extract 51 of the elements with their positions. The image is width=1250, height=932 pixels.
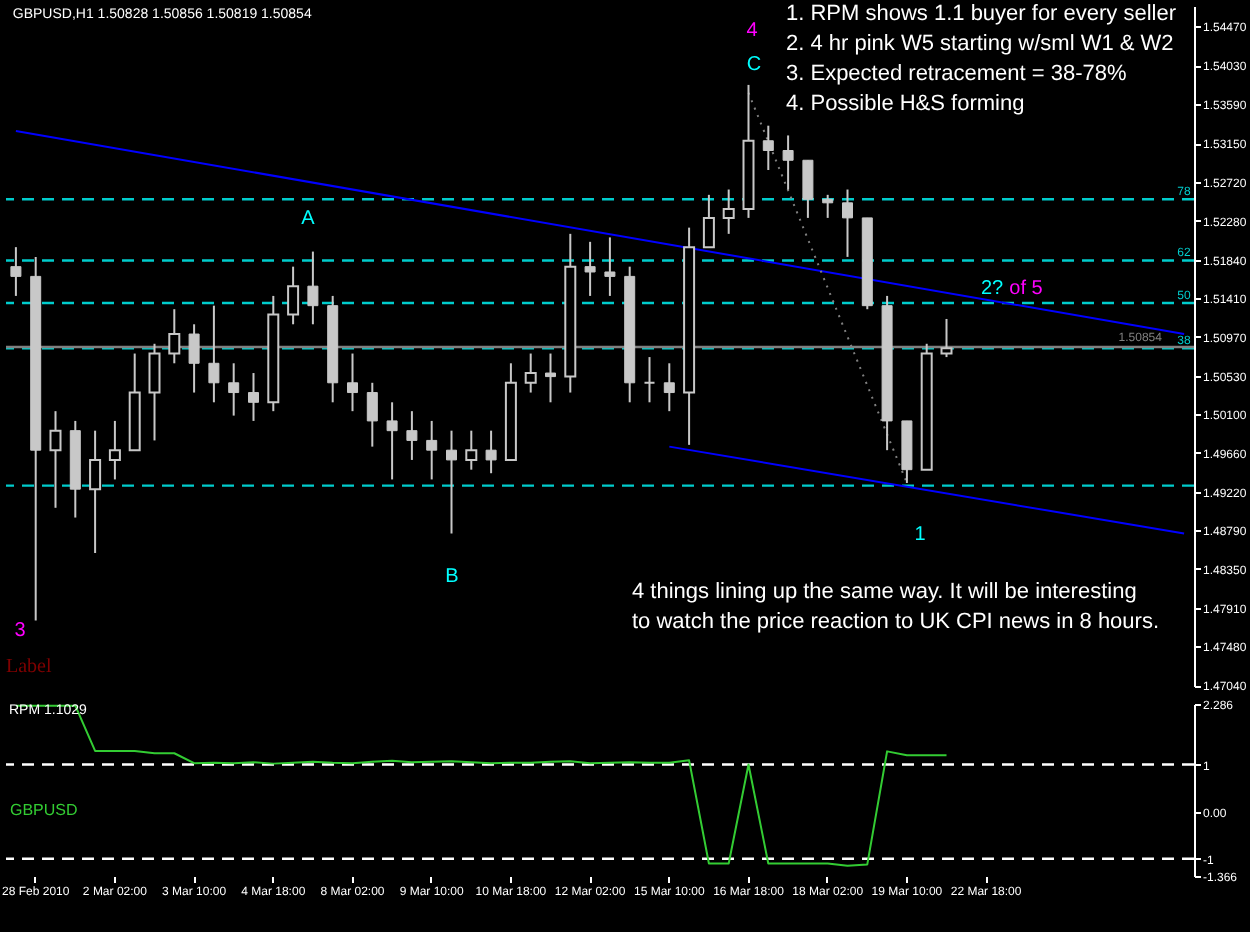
candlestick (485, 429, 497, 475)
candlestick (168, 308, 181, 365)
annotation: 3 (14, 620, 27, 642)
annotation: 3. Expected retracement = 38-78% (786, 62, 1128, 86)
candlestick (584, 240, 596, 297)
candlestick (287, 265, 300, 326)
candlestick (604, 236, 616, 297)
candlestick (386, 401, 398, 481)
annotation: 1 (914, 524, 927, 546)
candlestick (228, 362, 240, 417)
candlestick (702, 193, 715, 249)
candlestick (762, 124, 774, 172)
annotation: 4. Possible H&S forming (786, 92, 1025, 116)
annotation: of 5 (1009, 278, 1044, 300)
candlestick (188, 323, 200, 394)
line-series (14, 704, 948, 867)
candlestick (663, 362, 675, 413)
candlestick (446, 429, 457, 535)
candlestick (842, 188, 853, 258)
candlestick (545, 352, 556, 404)
candlestick (366, 381, 378, 448)
candlestick (643, 356, 656, 404)
annotation: 4 (746, 20, 759, 42)
candlestick (307, 250, 319, 326)
candlestick (802, 159, 814, 219)
annotation: Label (6, 656, 52, 678)
candlestick (722, 188, 735, 235)
annotation: B (445, 566, 460, 588)
candlestick (49, 410, 62, 509)
candlestick (148, 342, 161, 442)
candlestick (940, 317, 953, 359)
candlestick (426, 419, 438, 481)
candlestick (108, 419, 121, 481)
candlestick (10, 246, 22, 297)
candlestick (248, 372, 259, 422)
candlestick (89, 429, 102, 555)
candlestick (465, 429, 478, 471)
text: GBPUSD (10, 800, 79, 819)
candlestick (524, 352, 537, 394)
annotation: 2. 4 hr pink W5 starting w/sml W1 & W2 (786, 32, 1174, 56)
annotation: 1. RPM shows 1.1 buyer for every seller (786, 2, 1177, 26)
annotation: A (301, 208, 316, 230)
annotation: 4 things lining up the same way. It will be interesting (632, 580, 1137, 604)
candlestick (347, 352, 358, 413)
candlestick (782, 134, 794, 191)
candlestick (822, 193, 834, 219)
candlestick (208, 304, 220, 404)
annotation: 2? (980, 278, 1004, 300)
annotation: C (746, 54, 762, 76)
candlestick (406, 410, 418, 461)
annotation: to watch the price reaction to UK CPI news in 8 hours. (632, 610, 1160, 634)
